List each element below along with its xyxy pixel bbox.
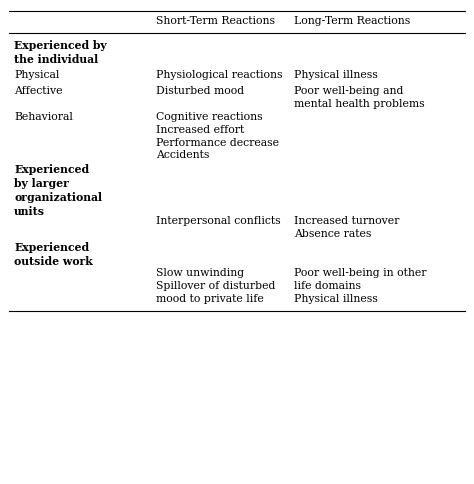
Text: Short-Term Reactions: Short-Term Reactions [156, 16, 275, 26]
Text: Cognitive reactions
Increased effort
Performance decrease
Accidents: Cognitive reactions Increased effort Per… [156, 112, 279, 160]
Text: Physical: Physical [14, 70, 60, 80]
Text: Experienced
outside work: Experienced outside work [14, 242, 93, 267]
Text: Poor well-being in other
life domains
Physical illness: Poor well-being in other life domains Ph… [294, 268, 427, 303]
Text: Disturbed mood: Disturbed mood [156, 86, 245, 96]
Text: Long-Term Reactions: Long-Term Reactions [294, 16, 410, 26]
Text: Affective: Affective [14, 86, 63, 96]
Text: Physiological reactions: Physiological reactions [156, 70, 283, 80]
Text: Behavioral: Behavioral [14, 112, 73, 122]
Text: Increased turnover
Absence rates: Increased turnover Absence rates [294, 215, 399, 238]
Text: Experienced by
the individual: Experienced by the individual [14, 40, 107, 65]
Text: Experienced
by larger
organizational
units: Experienced by larger organizational uni… [14, 164, 102, 217]
Text: Poor well-being and
mental health problems: Poor well-being and mental health proble… [294, 86, 425, 108]
Text: Slow unwinding
Spillover of disturbed
mood to private life: Slow unwinding Spillover of disturbed mo… [156, 268, 276, 303]
Text: Physical illness: Physical illness [294, 70, 378, 80]
Text: Interpersonal conflicts: Interpersonal conflicts [156, 215, 281, 226]
